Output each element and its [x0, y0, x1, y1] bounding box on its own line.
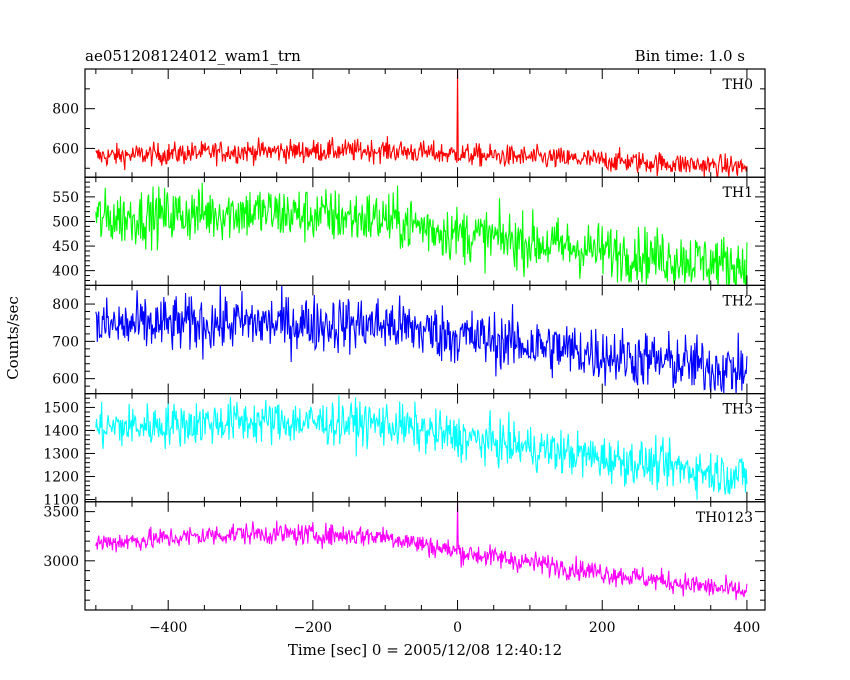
y-tick-label: 3500 — [43, 505, 79, 521]
y-tick-label: 500 — [52, 214, 79, 230]
x-axis-label: Time [sec] 0 = 2005/12/08 12:40:12 — [288, 641, 562, 659]
y-tick-label: 400 — [52, 264, 79, 280]
y-tick-label: 550 — [52, 190, 79, 206]
panel-th2: 600 700 800 TH2 — [52, 284, 766, 395]
panel-group: 600 800 TH0 400 450 500 550 TH1 600 700 800 TH2 1100… — [43, 68, 766, 611]
y-tick-label: 1500 — [43, 400, 79, 416]
panel-label: TH2 — [723, 293, 753, 309]
y-tick-label: 3000 — [43, 554, 79, 570]
x-tick-label: 200 — [589, 620, 616, 636]
series-th3 — [95, 395, 748, 500]
series-th0 — [95, 69, 748, 178]
x-tick-label: 0 — [453, 620, 462, 636]
series-th2 — [95, 285, 748, 394]
y-tick-label: 1400 — [43, 423, 79, 439]
y-tick-label: 1200 — [43, 469, 79, 485]
panel-label: TH3 — [723, 402, 753, 418]
bin-time-label: Bin time: 1.0 s — [635, 47, 745, 65]
x-tick-label: 400 — [734, 620, 761, 636]
panel-th0123: 3000 3500 TH0123 — [43, 501, 766, 611]
panel-label: TH0123 — [696, 510, 753, 526]
y-axis-label: Counts/sec — [4, 296, 22, 380]
series-th0123 — [95, 501, 748, 601]
panel-label: TH0 — [723, 77, 753, 93]
y-tick-label: 1300 — [43, 446, 79, 462]
panel-label: TH1 — [723, 185, 753, 201]
chart-title: ae051208124012_wam1_trn — [85, 47, 301, 65]
y-tick-label: 600 — [52, 372, 79, 388]
panel-frame — [84, 284, 766, 395]
series-th1 — [95, 182, 748, 286]
panel-th0: 600 800 TH0 — [52, 68, 766, 178]
y-tick-label: 800 — [52, 102, 79, 118]
x-tick-label: −200 — [294, 620, 332, 636]
panel-th1: 400 450 500 550 TH1 — [52, 176, 766, 286]
y-tick-label: 800 — [52, 297, 79, 313]
y-tick-label: 700 — [52, 334, 79, 350]
x-axis: −400 −200 0 200 400 — [149, 620, 760, 636]
y-tick-label: 1100 — [43, 492, 79, 508]
y-tick-label: 600 — [52, 141, 79, 157]
panel-frame — [84, 501, 766, 611]
panel-th3: 1100 1200 1300 1400 1500 TH3 — [43, 393, 766, 508]
x-tick-label: −400 — [149, 620, 187, 636]
y-tick-label: 450 — [52, 239, 79, 255]
